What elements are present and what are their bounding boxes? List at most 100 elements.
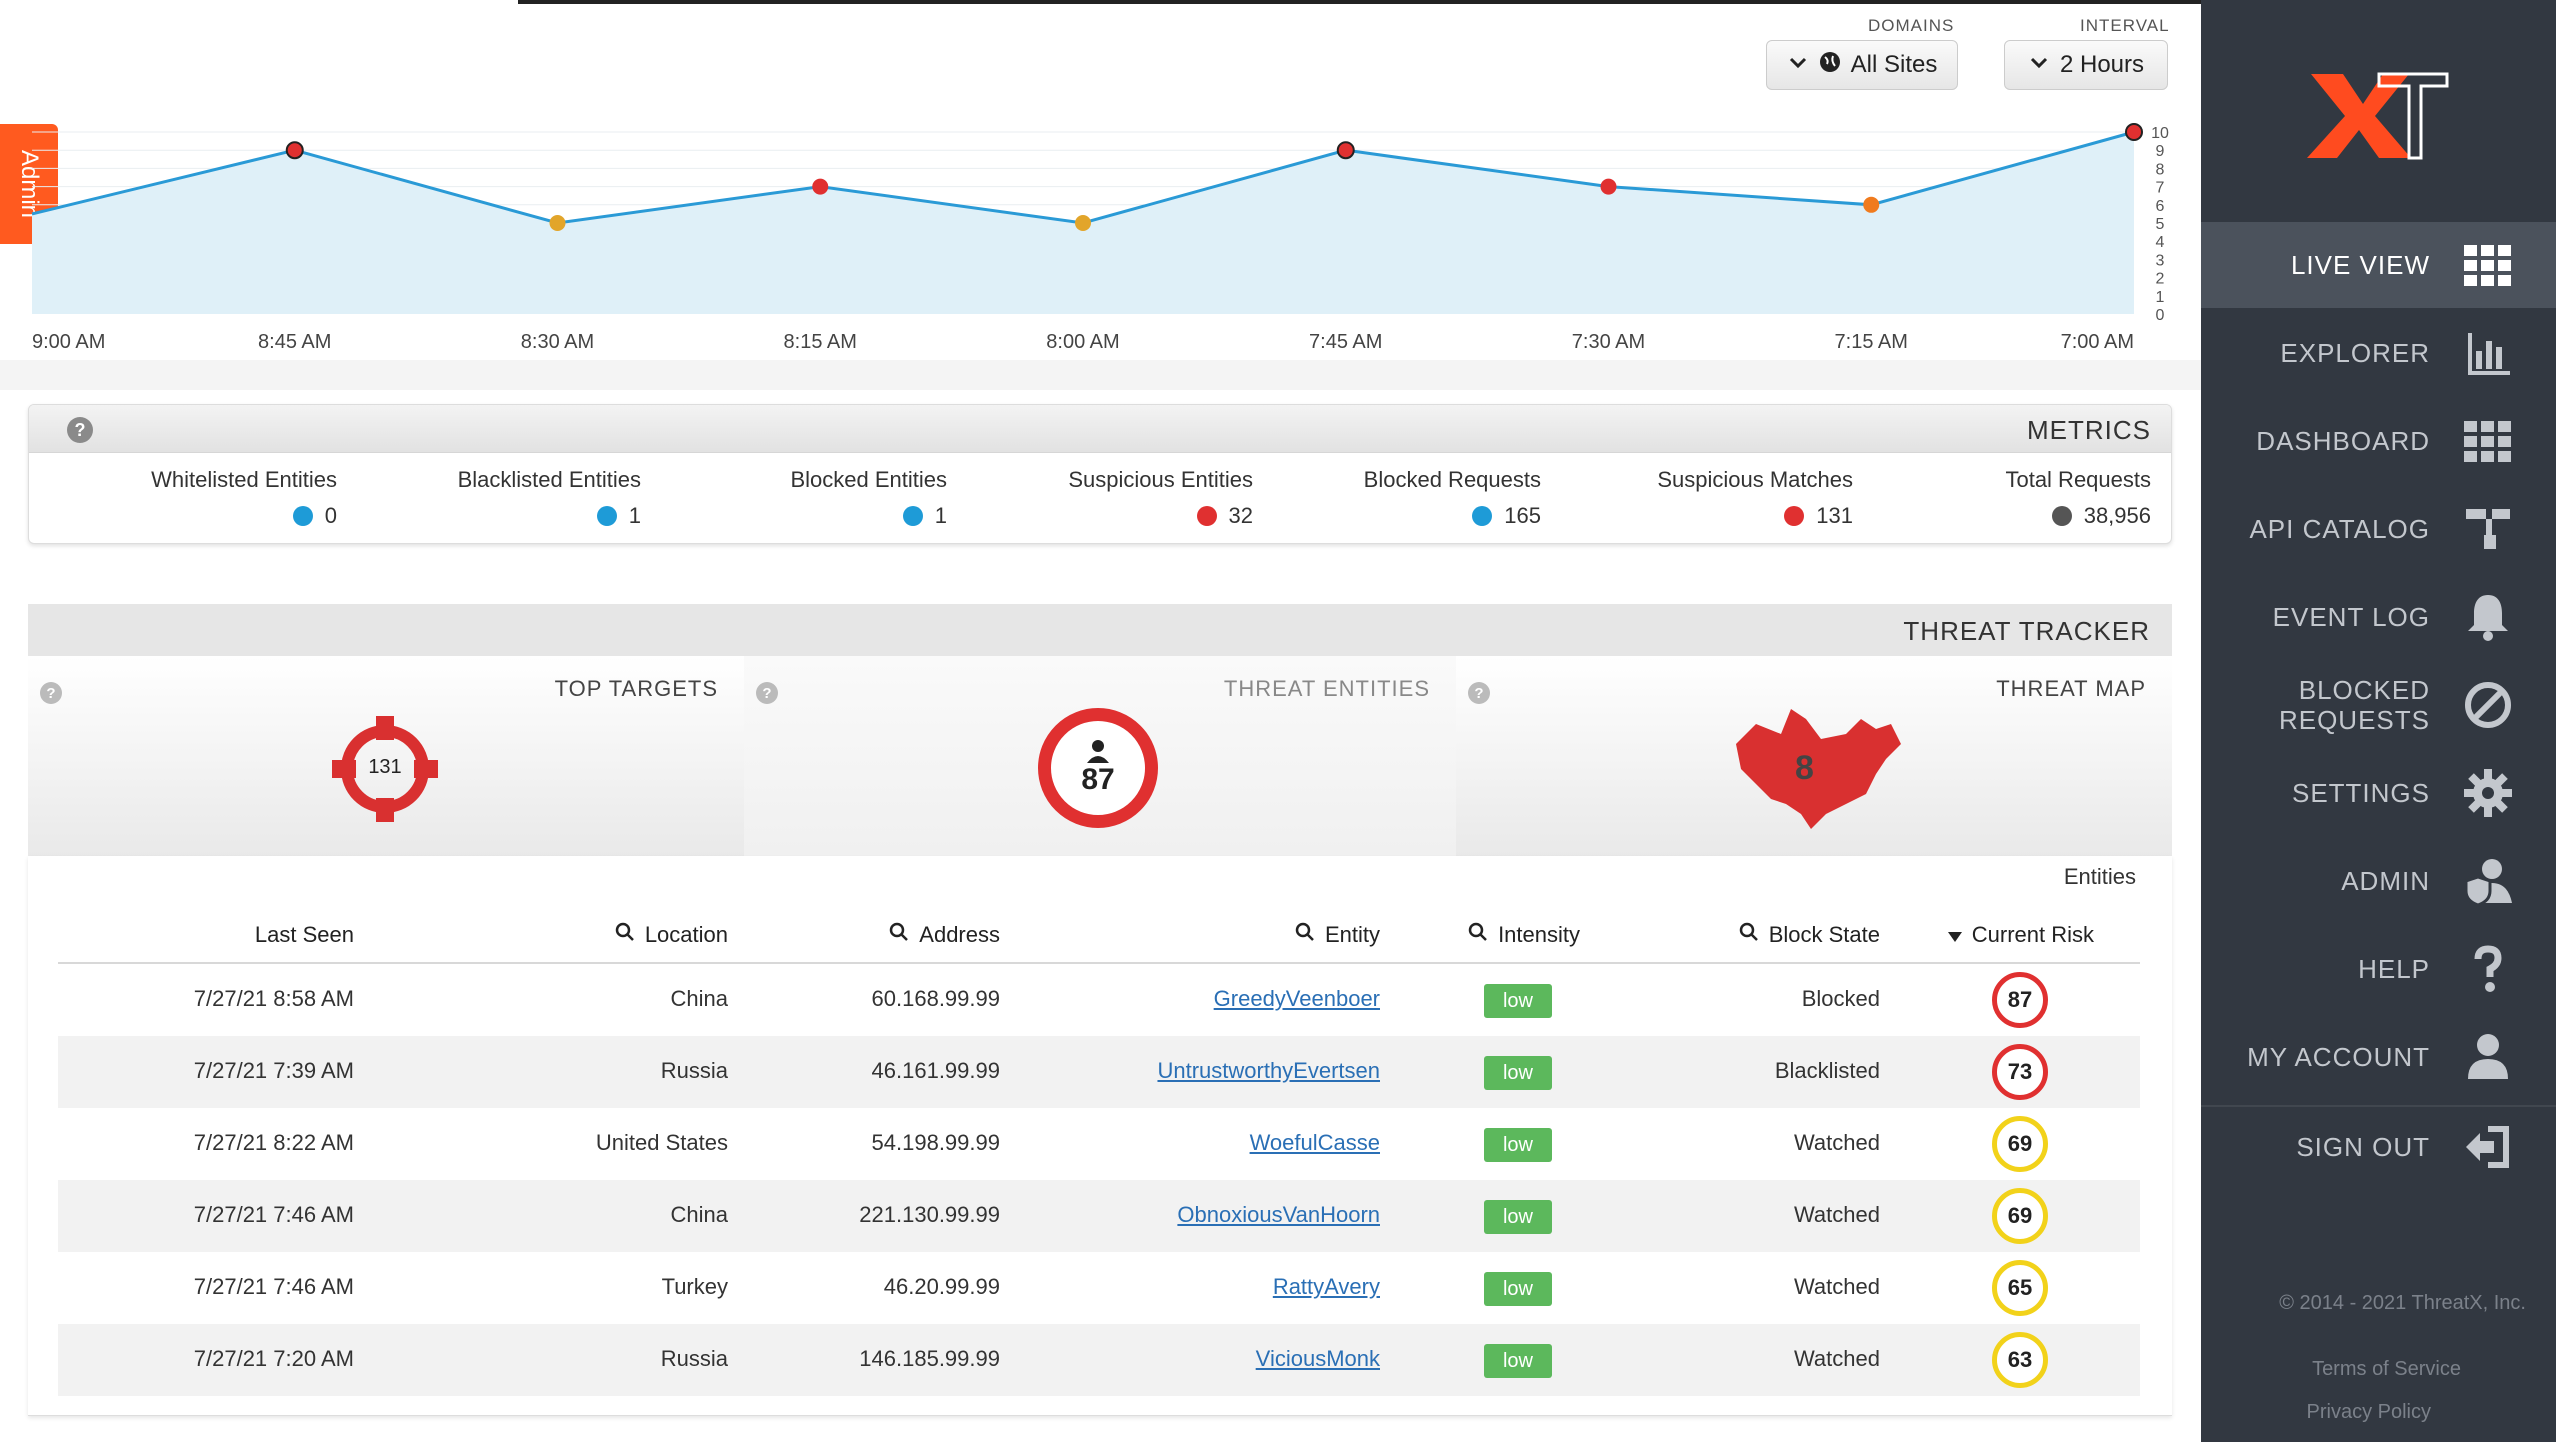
chart-point[interactable]	[1336, 141, 1355, 160]
activity-chart: 0 1 2 3 4 5 6 7 8 9 10 7:00 AM 7:15 AM 7:30 AM 7:45 A…	[0, 110, 2201, 360]
domains-value: All Sites	[1850, 51, 1938, 78]
entity-link[interactable]: ObnoxiousVanHoorn	[1177, 1202, 1380, 1227]
sidebar-item-my-account[interactable]: MY ACCOUNT	[2201, 1014, 2556, 1100]
interval-dropdown[interactable]: 2 Hours	[2004, 40, 2168, 90]
entity-link[interactable]: RattyAvery	[1272, 1274, 1380, 1299]
intensity-badge: low	[1484, 1272, 1552, 1306]
sidebar-item-label: EVENT LOG	[2272, 602, 2430, 632]
top-targets-tile[interactable]: TOP TARGETS ? 131	[28, 656, 744, 856]
domains-dropdown[interactable]: All Sites	[1766, 40, 1958, 90]
chart-point[interactable]	[1600, 178, 1617, 195]
address-cell: 46.161.99.99	[871, 1058, 1000, 1083]
x-tick-label: 8:30 AM	[521, 331, 594, 353]
sidebar-item-dashboard[interactable]: DASHBOARD	[2201, 398, 2556, 484]
chart-point[interactable]	[1075, 215, 1091, 231]
entity-link[interactable]: UntrustworthyEvertsen	[1157, 1058, 1380, 1083]
last-seen-cell: 7/27/21 7:46 AM	[193, 1202, 354, 1227]
table-row[interactable]: 69 Watched low WoefulCasse 54.198.99.99 Unite…	[58, 1108, 2140, 1180]
last-seen-cell: 7/27/21 8:58 AM	[193, 986, 354, 1011]
search-icon	[615, 922, 635, 948]
chevron-down-icon	[2028, 51, 2050, 80]
table-row[interactable]: 63 Watched low ViciousMonk 146.185.99.99 Russ…	[58, 1324, 2140, 1396]
metric-value: 1	[628, 503, 641, 528]
table-header: Current Risk Block State Intensity Entit…	[58, 912, 2140, 964]
header-intensity[interactable]: Intensity	[1468, 922, 1580, 948]
header-address[interactable]: Address	[889, 922, 1000, 948]
metric-value-row: 165	[1364, 503, 1541, 529]
entity-link[interactable]: WoefulCasse	[1249, 1130, 1380, 1155]
block-state-cell: Watched	[1793, 1130, 1880, 1155]
sign-out-icon	[2460, 1119, 2516, 1175]
threat-map-count: 8	[1795, 749, 1814, 787]
user-icon	[1087, 740, 1109, 763]
x-tick-label: 7:30 AM	[1572, 331, 1645, 353]
location-cell: China	[670, 986, 728, 1011]
risk-score-badge: 65	[1992, 1260, 2048, 1316]
threat-entities-tile[interactable]: THREAT ENTITIES ? 87	[744, 656, 1456, 856]
y-tick-label: 10	[2151, 125, 2169, 142]
bell-icon	[2460, 589, 2516, 645]
table-row[interactable]: 69 Watched low ObnoxiousVanHoorn 221.130.99.…	[58, 1180, 2140, 1252]
table-row[interactable]: 65 Watched low RattyAvery 46.20.99.99 Turkey 7…	[58, 1252, 2140, 1324]
metrics-header: METRICS ?	[29, 405, 2171, 453]
header-current-risk-label: Current Risk	[1971, 922, 2094, 947]
domains-label: DOMAINS	[1868, 16, 1955, 35]
metric-value: 32	[1228, 503, 1253, 528]
chart-point[interactable]	[2125, 123, 2143, 141]
header-last-seen[interactable]: Last Seen	[255, 922, 354, 948]
sidebar-item-api-catalog[interactable]: API CATALOG	[2201, 486, 2556, 572]
table-body: 87 Blocked low GreedyVeenboer 60.168.99.99 Ch…	[58, 964, 2140, 1396]
metric-label: Whitelisted Entities	[151, 467, 337, 492]
help-icon[interactable]: ?	[67, 417, 93, 443]
last-seen-cell: 7/27/21 7:46 AM	[193, 1274, 354, 1299]
metric-value-row: 32	[1068, 503, 1253, 529]
intensity-badge: low	[1484, 1344, 1552, 1378]
chart-point[interactable]	[285, 141, 304, 160]
chart-point[interactable]	[1863, 196, 1880, 213]
sidebar-item-settings[interactable]: SETTINGS	[2201, 750, 2556, 836]
sidebar-item-live-view[interactable]: LIVE VIEW	[2201, 222, 2556, 308]
search-icon	[1295, 922, 1315, 948]
x-tick-label: 7:15 AM	[1835, 331, 1908, 353]
help-icon[interactable]: ?	[1468, 682, 1490, 704]
header-current-risk[interactable]: Current Risk	[1947, 922, 2094, 948]
sidebar-item-help[interactable]: HELP	[2201, 926, 2556, 1012]
privacy-link[interactable]: Privacy Policy	[2306, 1401, 2431, 1423]
y-tick-label: 6	[2156, 198, 2165, 215]
entity-link[interactable]: GreedyVeenboer	[1213, 986, 1380, 1011]
sidebar-item-admin[interactable]: ADMIN	[2201, 838, 2556, 924]
api-icon	[2460, 501, 2516, 557]
header-entity[interactable]: Entity	[1295, 922, 1380, 948]
sidebar-item-blocked[interactable]: BLOCKED REQUESTS	[2201, 662, 2556, 748]
entity-link[interactable]: ViciousMonk	[1255, 1346, 1380, 1371]
chart-point[interactable]	[812, 178, 829, 195]
sidebar-item-label: ADMIN	[2341, 866, 2430, 896]
sidebar-item-event-log[interactable]: EVENT LOG	[2201, 574, 2556, 660]
intensity-badge: low	[1484, 984, 1552, 1018]
table-row[interactable]: 73 Blacklisted low UntrustworthyEvertsen 46.…	[58, 1036, 2140, 1108]
table-row[interactable]: 87 Blocked low GreedyVeenboer 60.168.99.99 Ch…	[58, 964, 2140, 1036]
metric-dot-icon	[292, 506, 313, 526]
help-icon[interactable]: ?	[756, 682, 778, 704]
location-cell: China	[670, 1202, 728, 1227]
metric-label: Total Requests	[2005, 467, 2151, 492]
help-icon[interactable]: ?	[40, 682, 62, 704]
metric-value-row: 0	[151, 503, 337, 529]
sidebar-item-explorer[interactable]: EXPLORER	[2201, 310, 2556, 396]
header-block-state[interactable]: Block State	[1739, 922, 1880, 948]
metric-item: Suspicious Matches 131	[1657, 467, 1853, 529]
metric-item: Blacklisted Entities 1	[458, 467, 641, 529]
sidebar-item-sign-out[interactable]: SIGN OUT	[2201, 1104, 2556, 1190]
header-location[interactable]: Location	[615, 922, 728, 948]
address-cell: 221.130.99.99	[859, 1202, 1000, 1227]
chart-point[interactable]	[549, 215, 566, 231]
metric-label: Suspicious Entities	[1068, 467, 1253, 492]
terms-link[interactable]: Terms of Service	[2312, 1358, 2461, 1380]
threat-map-tile[interactable]: THREAT MAP ? 8	[1456, 656, 2172, 856]
header-last-seen-label: Last Seen	[254, 922, 354, 947]
metric-dot-icon	[1784, 506, 1805, 526]
address-cell: 46.20.99.99	[883, 1274, 1000, 1299]
dashboard-grid-icon	[2460, 413, 2516, 469]
metric-value-row: 1	[790, 503, 947, 529]
